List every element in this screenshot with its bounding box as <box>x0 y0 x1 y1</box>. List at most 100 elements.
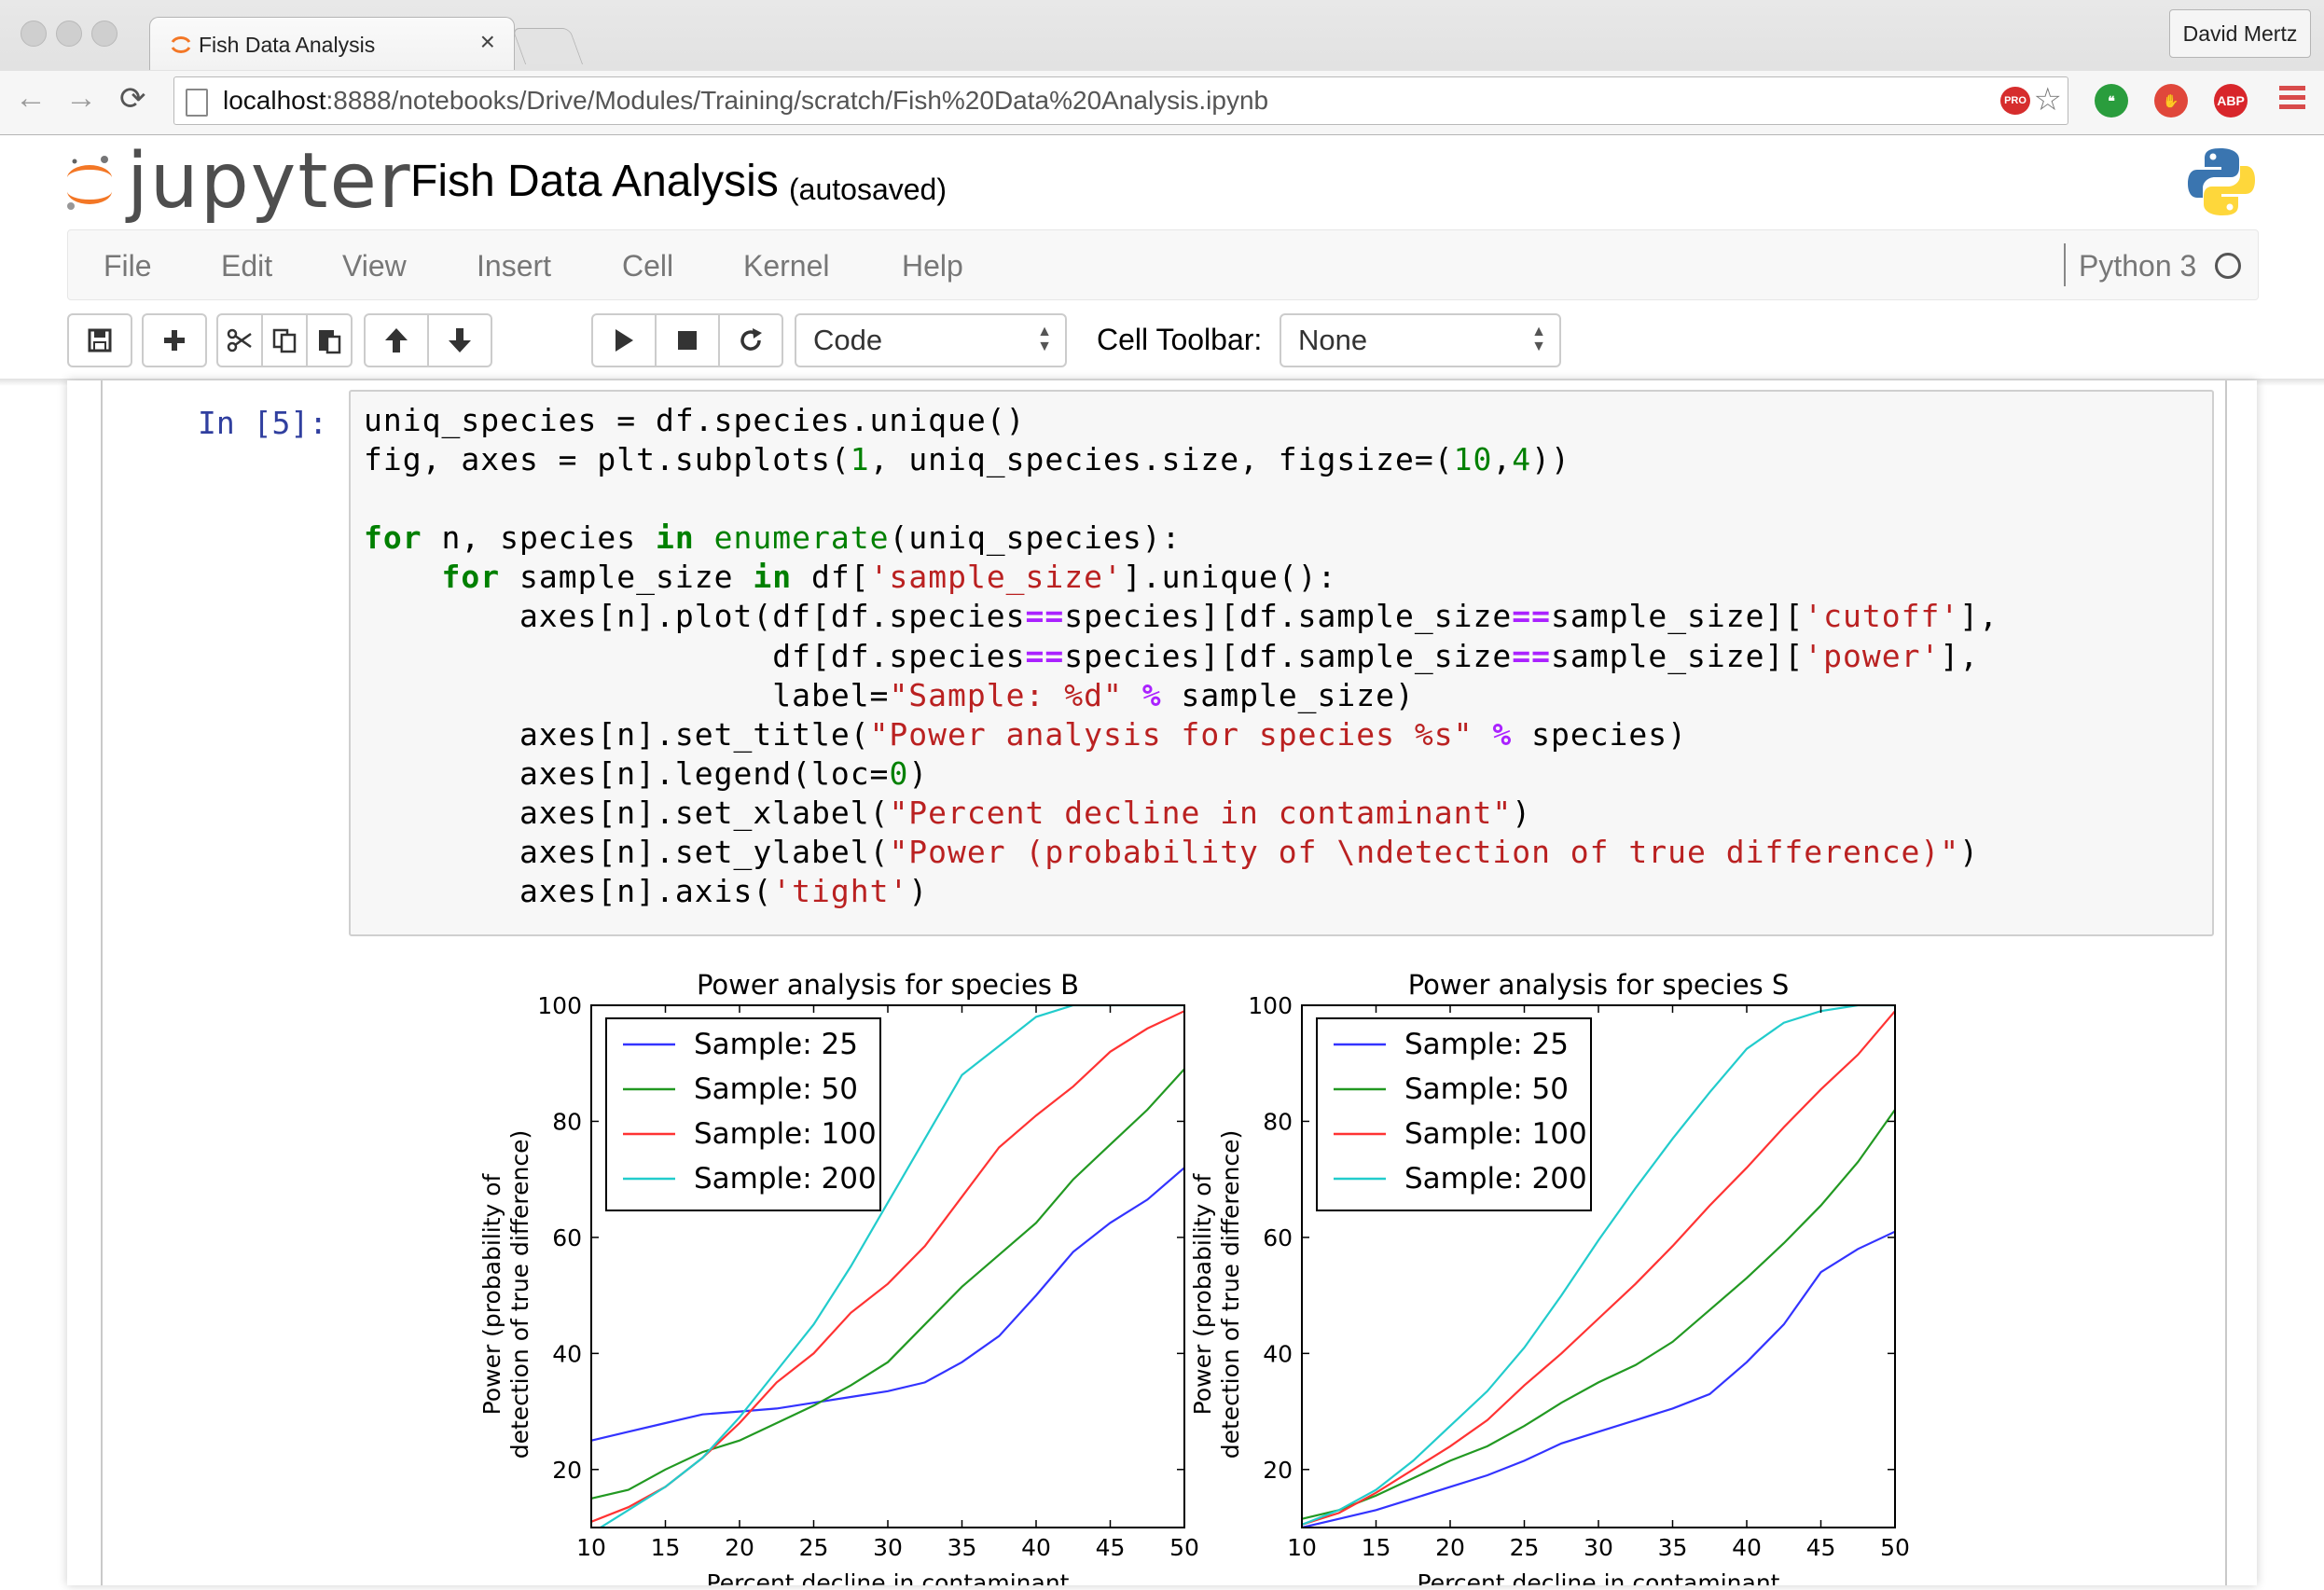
series-line-2 <box>1302 1109 1895 1520</box>
x-tick-label: 15 <box>651 1534 681 1561</box>
interrupt-button[interactable] <box>655 313 720 367</box>
menu-insert[interactable]: Insert <box>477 249 552 283</box>
x-tick-label: 35 <box>1658 1534 1688 1561</box>
code-editor[interactable]: uniq_species = df.species.unique() fig, … <box>349 390 2214 936</box>
y-axis-label: Power (probability of <box>1189 1172 1216 1415</box>
move-up-button[interactable] <box>364 313 429 367</box>
y-tick-label: 20 <box>552 1457 582 1484</box>
cell-output: 10 15 20 25 30 35 40 45 50 20 40 60 80 100 Power analy… <box>354 951 1940 1590</box>
chart-legend: Sample: 25 Sample: 50 Sample: 100 Sample: 2… <box>1316 1017 1592 1211</box>
cell-type-value: Code <box>813 324 883 356</box>
forward-arrow-icon[interactable]: → <box>65 80 97 116</box>
legend-label-3: Sample: 100 <box>1404 1117 1587 1151</box>
hangouts-icon[interactable]: ❝ <box>2095 84 2128 118</box>
chart-title: Power analysis for species B <box>697 969 1079 1001</box>
play-icon <box>616 329 633 352</box>
new-tab-button[interactable] <box>511 28 584 64</box>
browser-chrome: Fish Data Analysis × David Mertz ← → ⟳ l… <box>0 0 2324 135</box>
code-text[interactable]: uniq_species = df.species.unique() fig, … <box>364 402 1999 910</box>
legend-label-4: Sample: 200 <box>694 1162 877 1196</box>
jupyter-logo-icon <box>67 156 112 210</box>
notebook-container: In [5]: uniq_species = df.species.unique… <box>67 380 2257 1590</box>
y-tick-label: 80 <box>552 1108 582 1135</box>
page-icon <box>186 89 208 117</box>
y-axis-label: detection of true difference) <box>1217 1130 1244 1459</box>
x-tick-label: 20 <box>1435 1534 1465 1561</box>
cell-toolbar-select[interactable]: None ▲ ▼ <box>1280 313 1561 367</box>
x-axis-label: Percent decline in contaminant <box>1418 1569 1780 1585</box>
copy-icon <box>272 328 297 353</box>
y-tick-label: 20 <box>1263 1457 1293 1484</box>
series-line-1 <box>591 1167 1184 1442</box>
y-tick-label: 100 <box>1248 992 1293 1019</box>
cell-type-select[interactable]: Code ▲ ▼ <box>795 313 1067 367</box>
menu-kernel[interactable]: Kernel <box>743 249 830 283</box>
series-line-1 <box>1302 1230 1895 1528</box>
window-zoom-button[interactable] <box>91 21 118 47</box>
restart-button[interactable] <box>718 313 783 367</box>
cell-toolbar-value: None <box>1298 324 1368 356</box>
cut-button[interactable] <box>216 313 263 367</box>
x-tick-label: 40 <box>1732 1534 1762 1561</box>
cell-toolbar-label: Cell Toolbar: <box>1097 323 1263 356</box>
x-tick-label: 10 <box>576 1534 606 1561</box>
stop-hand-icon[interactable]: ✋ <box>2154 84 2188 118</box>
y-axis-label: detection of true difference) <box>506 1130 533 1459</box>
x-axis-label: Percent decline in contaminant <box>707 1569 1070 1585</box>
window-minimize-button[interactable] <box>56 21 82 47</box>
chart-panel-1: 10 15 20 25 30 35 40 45 50 20 40 60 80 100 Power analy… <box>478 969 1199 1590</box>
menu-view[interactable]: View <box>342 249 407 283</box>
chart-panel-2: 10 15 20 25 30 35 40 45 50 20 40 60 80 100 Power analy… <box>1189 969 1910 1590</box>
select-arrows-icon: ▲ ▼ <box>1531 324 1546 354</box>
url-text: localhost:8888/notebooks/Drive/Modules/T… <box>223 86 1269 115</box>
series-line-2 <box>591 1068 1184 1500</box>
adblock-plus-icon[interactable]: ABP <box>2214 84 2248 118</box>
menu-help[interactable]: Help <box>902 249 963 283</box>
jupyter-header: jupyter Fish Data Analysis (autosaved) <box>0 135 2324 228</box>
code-cell[interactable]: In [5]: uniq_species = df.species.unique… <box>101 380 2227 1590</box>
back-arrow-icon[interactable]: ← <box>15 80 47 116</box>
chart-legend: Sample: 25 Sample: 50 Sample: 100 Sample: 2… <box>605 1017 881 1211</box>
browser-tab[interactable]: Fish Data Analysis × <box>149 17 515 70</box>
scissors-icon <box>227 328 252 353</box>
jupyter-logo[interactable]: jupyter <box>62 137 410 227</box>
window-close-button[interactable] <box>21 21 47 47</box>
bookmark-star-icon[interactable]: ☆ <box>2033 82 2062 118</box>
arrow-down-icon <box>449 328 471 353</box>
legend-label-1: Sample: 25 <box>694 1028 858 1061</box>
copy-button[interactable] <box>261 313 308 367</box>
x-tick-label: 45 <box>1096 1534 1126 1561</box>
menu-edit[interactable]: Edit <box>221 249 273 283</box>
plus-icon <box>164 330 185 351</box>
x-tick-label: 40 <box>1021 1534 1051 1561</box>
tab-close-icon[interactable]: × <box>479 27 495 56</box>
legend-label-2: Sample: 50 <box>694 1072 858 1106</box>
kernel-separator <box>2064 243 2066 286</box>
python-logo-icon <box>2188 148 2255 215</box>
notebook-title[interactable]: Fish Data Analysis <box>410 157 779 206</box>
y-tick-label: 100 <box>537 992 582 1019</box>
profile-button[interactable]: David Mertz <box>2169 9 2311 58</box>
paste-button[interactable] <box>306 313 353 367</box>
address-bar[interactable]: localhost:8888/notebooks/Drive/Modules/T… <box>173 76 2068 125</box>
chart-title: Power analysis for species S <box>1408 969 1790 1001</box>
tab-title: Fish Data Analysis <box>199 33 376 57</box>
series-line-4 <box>598 1005 1184 1528</box>
reload-icon[interactable]: ⟳ <box>119 81 146 117</box>
jupyter-favicon-icon <box>171 36 191 53</box>
menu-file[interactable]: File <box>104 249 152 283</box>
series-line-4 <box>1302 1005 1895 1526</box>
menu-cell[interactable]: Cell <box>622 249 674 283</box>
kernel-idle-indicator-icon <box>2215 253 2241 279</box>
y-tick-label: 60 <box>1263 1224 1293 1251</box>
insert-cell-button[interactable] <box>142 313 207 367</box>
save-icon <box>88 328 112 353</box>
x-tick-label: 35 <box>948 1534 977 1561</box>
run-button[interactable] <box>591 313 657 367</box>
move-down-button[interactable] <box>427 313 492 367</box>
pro-extension-icon[interactable]: PRO <box>2000 87 2030 115</box>
browser-menu-icon[interactable] <box>2279 86 2305 114</box>
save-button[interactable] <box>67 313 132 367</box>
y-tick-label: 60 <box>552 1224 582 1251</box>
x-tick-label: 50 <box>1169 1534 1199 1561</box>
